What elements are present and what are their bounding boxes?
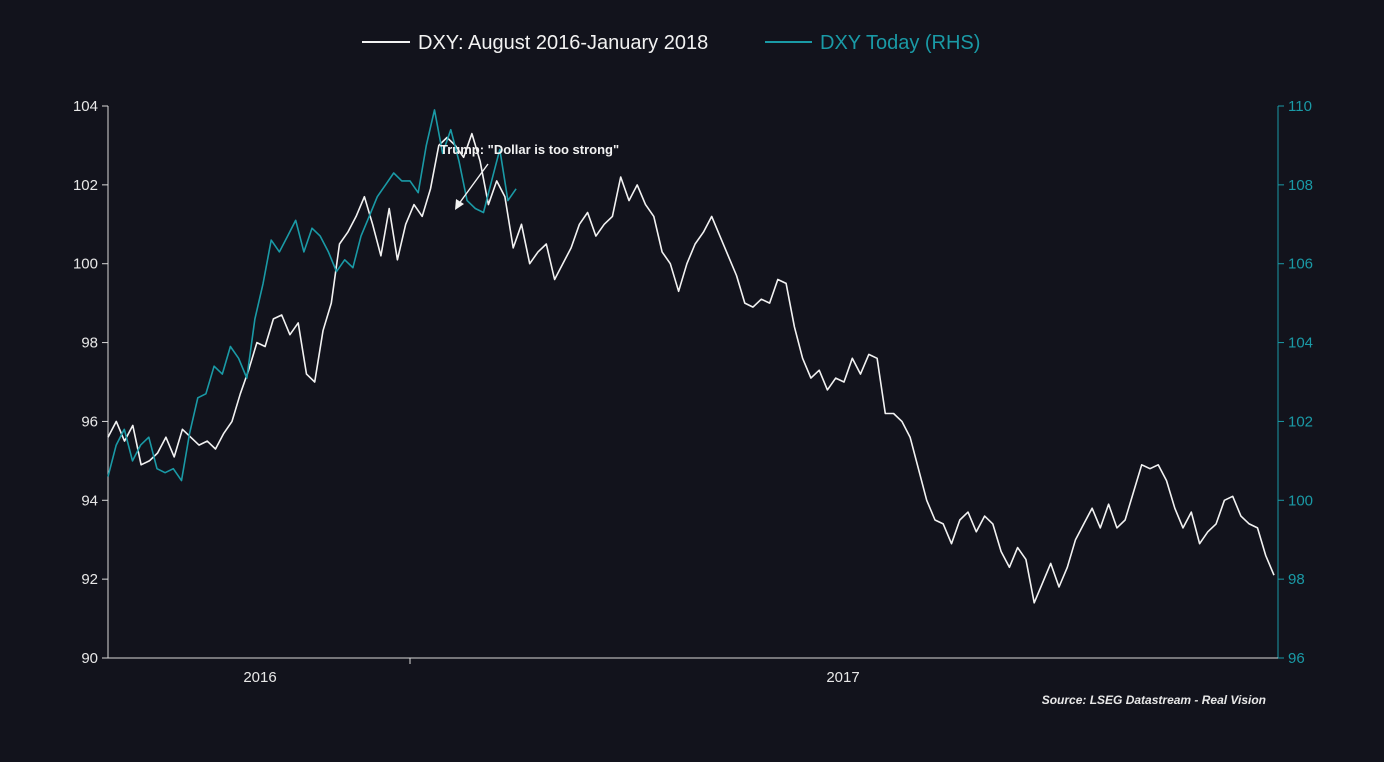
y-right-tick-label: 104 — [1288, 335, 1313, 352]
source-note: Source: LSEG Datastream - Real Vision — [1042, 693, 1266, 707]
x-tick-label-2017: 2017 — [826, 669, 859, 686]
y-right-tick-label: 100 — [1288, 492, 1313, 509]
annotation-arrow-head — [455, 199, 464, 210]
y-left-tick-label: 90 — [81, 650, 98, 667]
y-left-tick-label: 94 — [81, 492, 98, 509]
y-left-tick-label: 92 — [81, 571, 98, 588]
series-line-dxy-2016 — [107, 132, 1275, 604]
left-axis-ticks: 90 92 94 96 98 100 102 104 — [73, 98, 108, 667]
annotation-arrow-line — [457, 163, 489, 206]
y-right-tick-label: 96 — [1288, 650, 1305, 667]
right-axis-ticks: 96 98 100 102 104 106 108 110 — [1278, 98, 1313, 667]
y-left-tick-label: 104 — [73, 98, 98, 115]
y-left-tick-label: 102 — [73, 177, 98, 194]
series-line-dxy-today — [107, 109, 517, 482]
legend-label-dxy-2016: DXY: August 2016-January 2018 — [418, 32, 708, 54]
annotation: Trump: "Dollar is too strong" — [440, 142, 619, 210]
legend: DXY: August 2016-January 2018 DXY Today … — [362, 32, 980, 54]
annotation-text: Trump: "Dollar is too strong" — [440, 142, 619, 157]
y-left-tick-label: 100 — [73, 256, 98, 273]
y-right-tick-label: 98 — [1288, 571, 1305, 588]
y-right-tick-label: 108 — [1288, 177, 1313, 194]
y-right-tick-label: 106 — [1288, 256, 1313, 273]
y-right-tick-label: 102 — [1288, 413, 1313, 430]
y-left-tick-label: 98 — [81, 335, 98, 352]
legend-label-dxy-today: DXY Today (RHS) — [820, 32, 980, 54]
y-left-tick-label: 96 — [81, 413, 98, 430]
y-right-tick-label: 110 — [1288, 98, 1312, 115]
x-tick-label-2016: 2016 — [243, 669, 276, 686]
